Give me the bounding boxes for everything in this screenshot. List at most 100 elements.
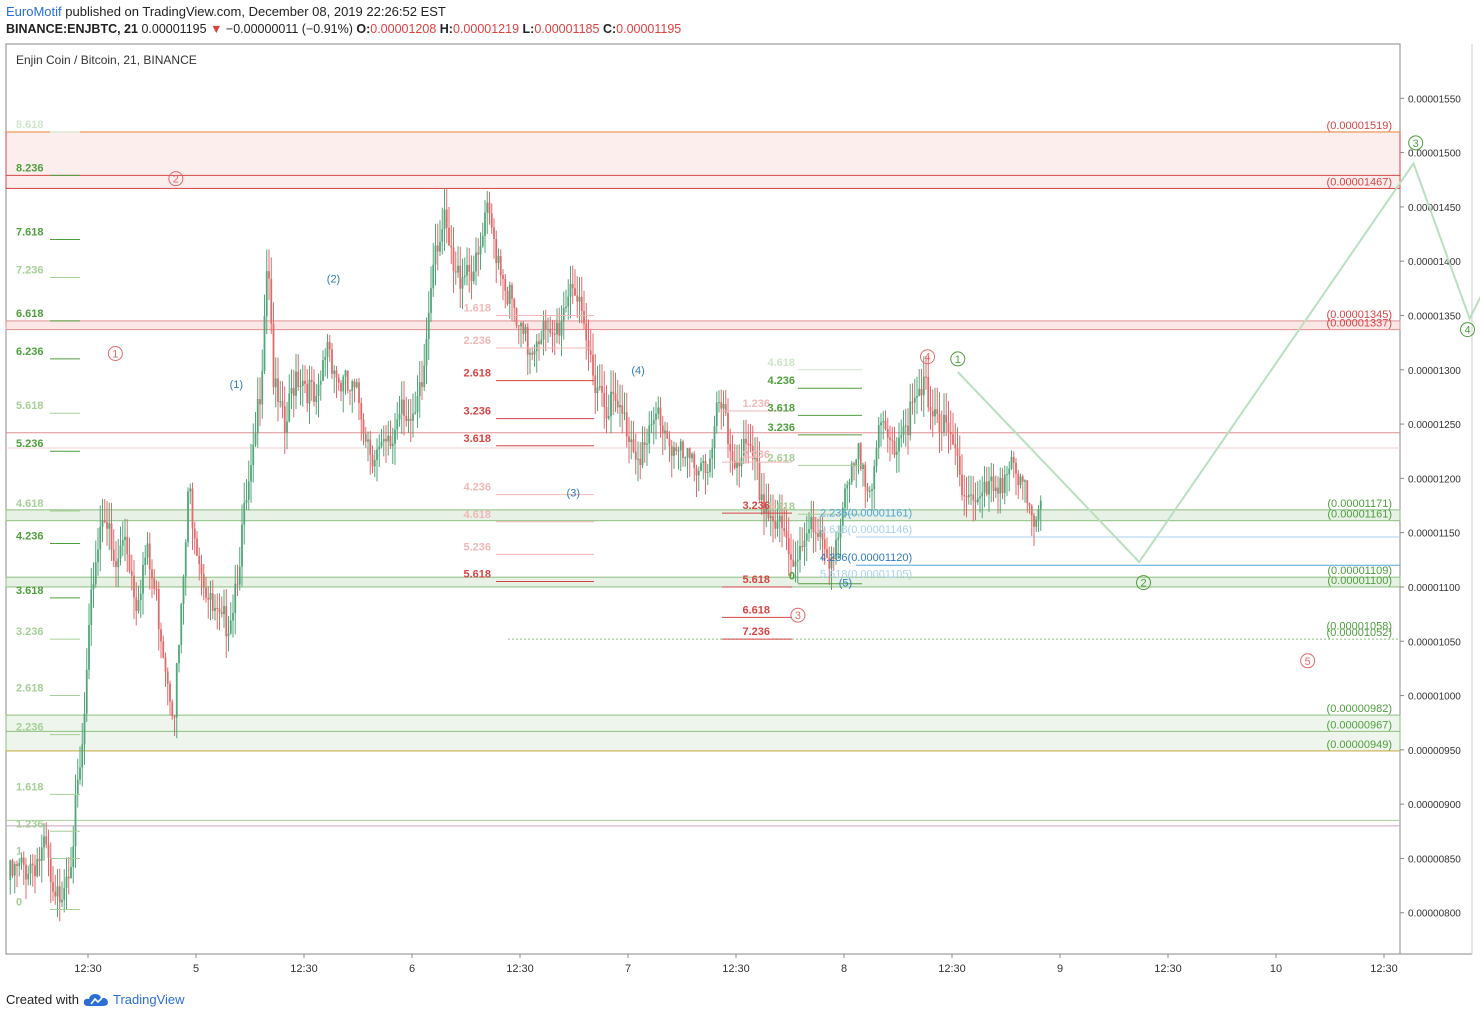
candle-body bbox=[52, 882, 54, 892]
candle-body bbox=[700, 462, 702, 471]
tradingview-cloud-icon bbox=[83, 993, 108, 1006]
candle-body bbox=[670, 446, 673, 456]
candle-body bbox=[436, 245, 439, 252]
candle-body bbox=[1012, 456, 1015, 463]
candle-body bbox=[958, 455, 961, 475]
candle-body bbox=[445, 209, 448, 228]
candle-body bbox=[139, 593, 142, 601]
candle-body bbox=[477, 252, 480, 255]
candle-body bbox=[119, 545, 122, 559]
candle-body bbox=[994, 487, 997, 491]
candle-body bbox=[823, 539, 826, 550]
candle-body bbox=[695, 468, 698, 476]
candle-body bbox=[364, 433, 367, 442]
wave-label: 4 bbox=[1464, 325, 1470, 337]
candle-body bbox=[862, 464, 864, 469]
candle-body bbox=[605, 406, 608, 419]
wave-label: 5 bbox=[1305, 656, 1311, 668]
candle-body bbox=[396, 419, 399, 430]
candle-body bbox=[567, 296, 570, 307]
candle-body bbox=[295, 371, 297, 396]
candle-body bbox=[792, 559, 795, 567]
candle-body bbox=[837, 537, 840, 540]
candle-body bbox=[891, 439, 894, 441]
candle-body bbox=[931, 410, 934, 417]
candle-body bbox=[729, 443, 732, 452]
price-level-label: (0.00001161) bbox=[1327, 509, 1392, 521]
fib-mid-label: 3.236 bbox=[463, 406, 491, 418]
price-level-label: (0.00001467) bbox=[1327, 176, 1392, 188]
candle-body bbox=[598, 386, 601, 388]
candle-body bbox=[389, 435, 392, 447]
candle-body bbox=[884, 420, 887, 430]
candle-body bbox=[34, 865, 36, 877]
candle-body bbox=[346, 370, 349, 391]
candle-body bbox=[162, 641, 165, 658]
candle-body bbox=[452, 247, 455, 272]
y-tick-label: 0.00001050 bbox=[1408, 637, 1461, 648]
candle-body bbox=[351, 381, 354, 392]
fib-left-label: 3.618 bbox=[16, 585, 44, 597]
candle-body bbox=[382, 438, 385, 442]
candle-body bbox=[196, 538, 198, 556]
y-tick-label: 0.00000800 bbox=[1408, 909, 1461, 920]
fib-right-red-label: 6.618 bbox=[742, 604, 770, 616]
candle-body bbox=[664, 430, 666, 434]
fib-blue-label: 3.618(0.00001146) bbox=[820, 524, 912, 536]
candle-body bbox=[929, 407, 932, 411]
fib-left-label: 0 bbox=[16, 896, 22, 908]
candle-body bbox=[67, 876, 70, 879]
candle-body bbox=[715, 402, 718, 427]
candle-body bbox=[668, 438, 671, 447]
candle-body bbox=[587, 340, 590, 351]
candle-body bbox=[814, 532, 817, 534]
candle-body bbox=[628, 436, 630, 443]
candle-body bbox=[191, 488, 194, 529]
candle-body bbox=[135, 597, 138, 611]
candle-body bbox=[106, 522, 108, 529]
candle-body bbox=[412, 413, 414, 421]
candle-body bbox=[524, 327, 527, 334]
candle-body bbox=[992, 476, 995, 491]
candle-body bbox=[349, 390, 351, 392]
tradingview-link[interactable]: TradingView bbox=[112, 992, 185, 1007]
candle-body bbox=[830, 556, 833, 569]
candle-body bbox=[857, 443, 860, 460]
candle-body bbox=[193, 528, 196, 539]
candle-body bbox=[83, 713, 86, 745]
candle-body bbox=[819, 530, 822, 537]
candle-body bbox=[148, 543, 151, 570]
candle-body bbox=[614, 393, 617, 401]
candle-body bbox=[848, 482, 851, 485]
candle-body bbox=[927, 377, 930, 408]
candle-body bbox=[205, 587, 207, 598]
candle-body bbox=[866, 486, 869, 492]
resistance-band bbox=[5, 320, 1401, 331]
candle-body bbox=[468, 264, 471, 272]
candle-body bbox=[40, 847, 43, 861]
author-link[interactable]: EuroMotif bbox=[6, 4, 62, 19]
candle-body bbox=[731, 451, 734, 461]
candle-body bbox=[58, 886, 61, 903]
support-zone bbox=[5, 714, 1401, 752]
candle-body bbox=[238, 566, 241, 585]
wave-label-circle bbox=[168, 171, 184, 187]
candle-body bbox=[281, 401, 284, 407]
candle-body bbox=[29, 863, 32, 874]
candle-body bbox=[976, 498, 979, 503]
candle-body bbox=[117, 558, 120, 568]
candle-body bbox=[299, 385, 302, 387]
candle-body bbox=[434, 245, 437, 265]
y-tick-label: 0.00001550 bbox=[1408, 94, 1461, 105]
candle-body bbox=[1039, 500, 1042, 510]
candle-body bbox=[727, 412, 729, 444]
candle-body bbox=[475, 252, 477, 272]
candle-body bbox=[56, 886, 59, 897]
price-level-label: (0.00001171) bbox=[1327, 498, 1392, 510]
candle-body bbox=[180, 604, 183, 645]
candle-body bbox=[569, 283, 572, 297]
candle-body bbox=[828, 557, 831, 569]
candle-body bbox=[187, 491, 189, 543]
candle-body bbox=[661, 425, 664, 434]
